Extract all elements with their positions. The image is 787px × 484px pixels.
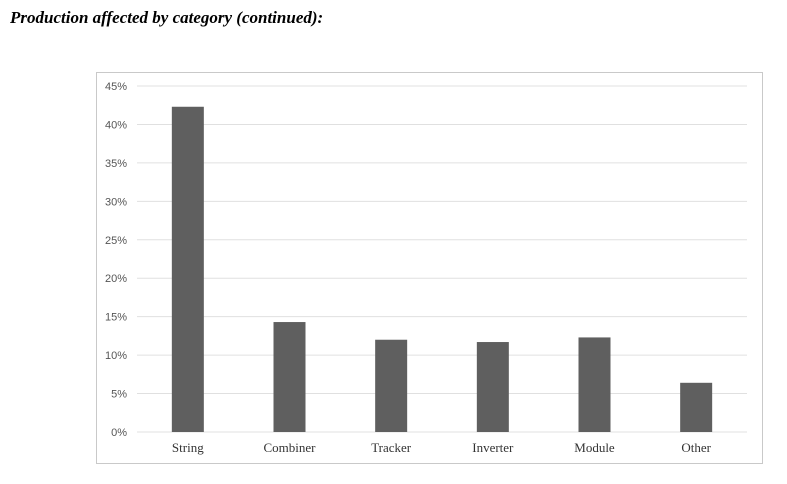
y-tick-label: 5% — [111, 389, 127, 401]
y-tick-label: 20% — [105, 273, 127, 285]
y-tick-label: 25% — [105, 235, 127, 247]
x-tick-label: Inverter — [472, 440, 514, 455]
x-tick-label: Other — [681, 440, 711, 455]
y-tick-label: 30% — [105, 196, 127, 208]
x-tick-label: Combiner — [264, 440, 317, 455]
bar-string — [171, 106, 204, 432]
chart-frame — [96, 72, 763, 464]
y-tick-label: 40% — [105, 119, 127, 131]
section-heading: Production affected by category (continu… — [10, 8, 324, 27]
bar-combiner — [273, 322, 306, 432]
y-tick-label: 15% — [105, 312, 127, 324]
x-tick-label: String — [172, 440, 204, 455]
bar-tracker — [375, 339, 408, 432]
x-tick-label: Module — [574, 440, 615, 455]
y-tick-label: 10% — [105, 350, 127, 362]
bar-other — [680, 382, 713, 432]
y-tick-label: 35% — [105, 158, 127, 170]
bar-inverter — [476, 342, 509, 432]
x-tick-label: Tracker — [371, 440, 412, 455]
y-tick-label: 0% — [111, 427, 127, 439]
bar-module — [578, 337, 611, 432]
y-tick-label: 45% — [105, 81, 127, 93]
